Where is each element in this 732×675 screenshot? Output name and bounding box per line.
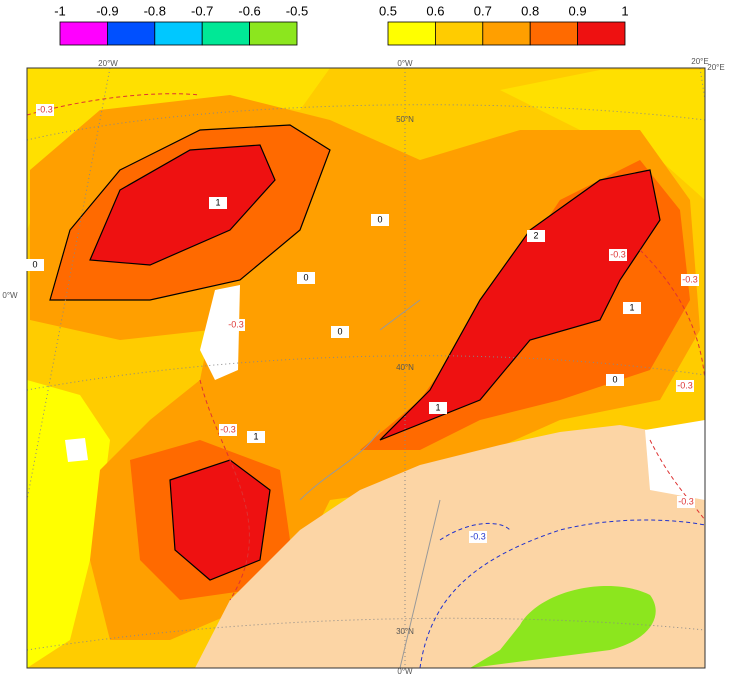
contour-label: 0 xyxy=(377,214,382,224)
contour-label-box xyxy=(331,326,349,338)
white-patch xyxy=(645,420,705,500)
map xyxy=(27,68,705,668)
legend-label: 0.5 xyxy=(379,3,397,18)
legend-swatch xyxy=(387,21,436,46)
legend-swatch xyxy=(529,21,579,46)
legend-swatch xyxy=(249,21,298,46)
contour-label-box xyxy=(209,197,227,209)
white-patch xyxy=(65,438,88,462)
graticule-label: 0°W xyxy=(397,59,413,68)
graticule-label: 50°N xyxy=(396,115,414,124)
legend-swatch xyxy=(59,21,108,46)
graticule-label: 20°E xyxy=(707,63,724,72)
graticule-label: 0°W xyxy=(397,667,413,675)
contour-label-box xyxy=(371,214,389,226)
contour-label: 0 xyxy=(303,272,308,282)
graticule-label: 0°W xyxy=(2,291,18,300)
legend-label: -1 xyxy=(54,3,66,18)
map-frame xyxy=(26,67,706,669)
contour-label-box xyxy=(527,230,545,242)
contour-line xyxy=(49,124,661,581)
contour-label: -0.3 xyxy=(220,424,236,434)
yellow-area xyxy=(27,380,110,668)
legend-swatch xyxy=(154,21,203,46)
red-area xyxy=(170,460,270,580)
green-area xyxy=(470,586,656,668)
legend-label: -0.8 xyxy=(144,3,166,18)
contour-label: -0.3 xyxy=(678,496,694,506)
legend-label: -0.5 xyxy=(286,3,308,18)
red-area xyxy=(90,145,275,265)
contour-label-box xyxy=(677,496,695,508)
contour-label-box xyxy=(297,272,315,284)
contour-label: -0.3 xyxy=(228,319,244,329)
contour-label-box xyxy=(609,249,627,261)
legend-label: 1 xyxy=(621,3,628,18)
legend-swatch xyxy=(107,21,156,46)
contour-label-box xyxy=(469,531,487,543)
contour-label-box xyxy=(247,431,265,443)
legend-label: 0.9 xyxy=(569,3,587,18)
graticule-label: 40°N xyxy=(396,363,414,372)
contour-label-box xyxy=(676,380,694,392)
legend-label: -0.7 xyxy=(191,3,213,18)
yellow-area xyxy=(27,68,330,230)
graticule-label: 20°W xyxy=(98,59,118,68)
legend-swatch xyxy=(577,21,626,46)
contour-label: -0.3 xyxy=(37,104,53,114)
legend-label: 0.8 xyxy=(521,3,539,18)
contour-label-box xyxy=(219,424,237,436)
dashed-contour xyxy=(419,519,705,668)
contour-label: -0.3 xyxy=(470,531,486,541)
contour-label-box xyxy=(606,374,624,386)
contour-label: 0 xyxy=(612,374,617,384)
legend-label: 0.7 xyxy=(474,3,492,18)
contour-label-box xyxy=(681,274,699,286)
graticule-label: 30°N xyxy=(396,627,414,636)
contour-label: 2 xyxy=(533,230,538,240)
contour-label: 1 xyxy=(629,302,634,312)
legend-label: -0.6 xyxy=(238,3,260,18)
white-patch xyxy=(200,285,240,380)
map-labels: 20°W 0°W 20°E20°E 50°N 40°N 30°N 0°W 0°W -0.3 -0.… xyxy=(2,57,724,675)
legend-label: 0.6 xyxy=(426,3,444,18)
contour-label: 1 xyxy=(253,431,258,441)
legend: -1 -0.9 -0.8 -0.7 -0.6 -0.5 0.5 0.6 0.7 0.8 0.9 1 xyxy=(54,3,629,46)
contour-label: 1 xyxy=(435,402,440,412)
contour-label-box xyxy=(26,259,44,271)
legend-label: -0.9 xyxy=(96,3,118,18)
legend-swatch xyxy=(482,21,531,46)
contour-label: 0 xyxy=(337,326,342,336)
graticule-label: 20°E xyxy=(691,57,708,66)
border xyxy=(299,299,441,668)
contour-label: -0.3 xyxy=(610,249,626,259)
contour-label: -0.3 xyxy=(682,274,698,284)
contour-label: -0.3 xyxy=(677,380,693,390)
contour-label-box xyxy=(36,104,54,116)
red-area xyxy=(380,170,660,440)
contour-label: 1 xyxy=(215,197,220,207)
legend-swatch xyxy=(434,21,484,46)
contour-label-box xyxy=(429,402,447,414)
contour-label-box xyxy=(623,302,641,314)
legend-swatch xyxy=(201,21,250,46)
contour-label-box xyxy=(227,319,245,331)
contour-label: 0 xyxy=(32,259,37,269)
